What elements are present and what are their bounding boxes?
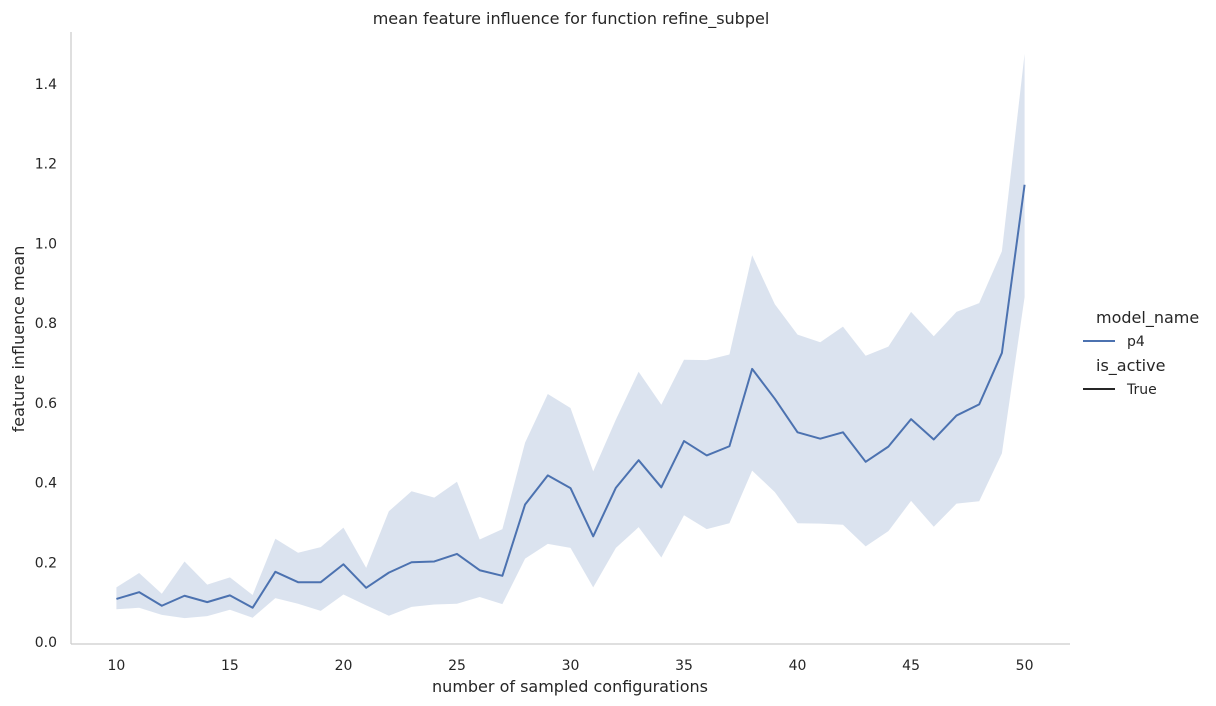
y-tick-labels: 0.0 0.2 0.4 0.6 0.8 1.0 1.2 1.4 <box>35 77 57 651</box>
y-tick-label: 0.6 <box>35 396 57 412</box>
x-tick-labels: 10 15 20 25 30 35 40 45 50 <box>107 658 1033 674</box>
x-tick-label: 15 <box>221 658 239 674</box>
x-tick-label: 40 <box>789 658 807 674</box>
x-tick-label: 10 <box>107 658 125 674</box>
y-axis-label: feature influence mean <box>9 246 28 433</box>
x-tick-label: 25 <box>448 658 466 674</box>
chart-title: mean feature influence for function refi… <box>373 9 770 29</box>
legend-entry-p4: p4 <box>1127 334 1145 350</box>
legend: model_name p4 is_active True <box>1083 308 1199 398</box>
y-tick-label: 0.0 <box>35 635 57 651</box>
series-line-p4 <box>116 184 1026 609</box>
y-tick-label: 0.4 <box>35 476 57 492</box>
x-tick-label: 50 <box>1016 658 1034 674</box>
x-tick-label: 35 <box>675 658 693 674</box>
legend-style-title: is_active <box>1096 356 1165 376</box>
x-tick-label: 45 <box>902 658 920 674</box>
legend-entry-true: True <box>1126 382 1157 398</box>
x-tick-label: 30 <box>562 658 580 674</box>
y-tick-label: 1.0 <box>35 236 57 252</box>
y-tick-label: 1.2 <box>35 157 57 173</box>
confidence-band <box>116 53 1025 619</box>
x-tick-label: 20 <box>335 658 353 674</box>
x-axis-label: number of sampled configurations <box>432 677 708 696</box>
legend-hue-title: model_name <box>1096 308 1199 328</box>
y-tick-label: 1.4 <box>35 77 57 93</box>
axes: 10 15 20 25 30 35 40 45 50 0.0 0.2 0.4 0.6 0.8 1.0 1.2… <box>35 32 1070 674</box>
y-tick-label: 0.8 <box>35 316 57 332</box>
plot-area <box>116 53 1026 619</box>
y-tick-label: 0.2 <box>35 555 57 571</box>
